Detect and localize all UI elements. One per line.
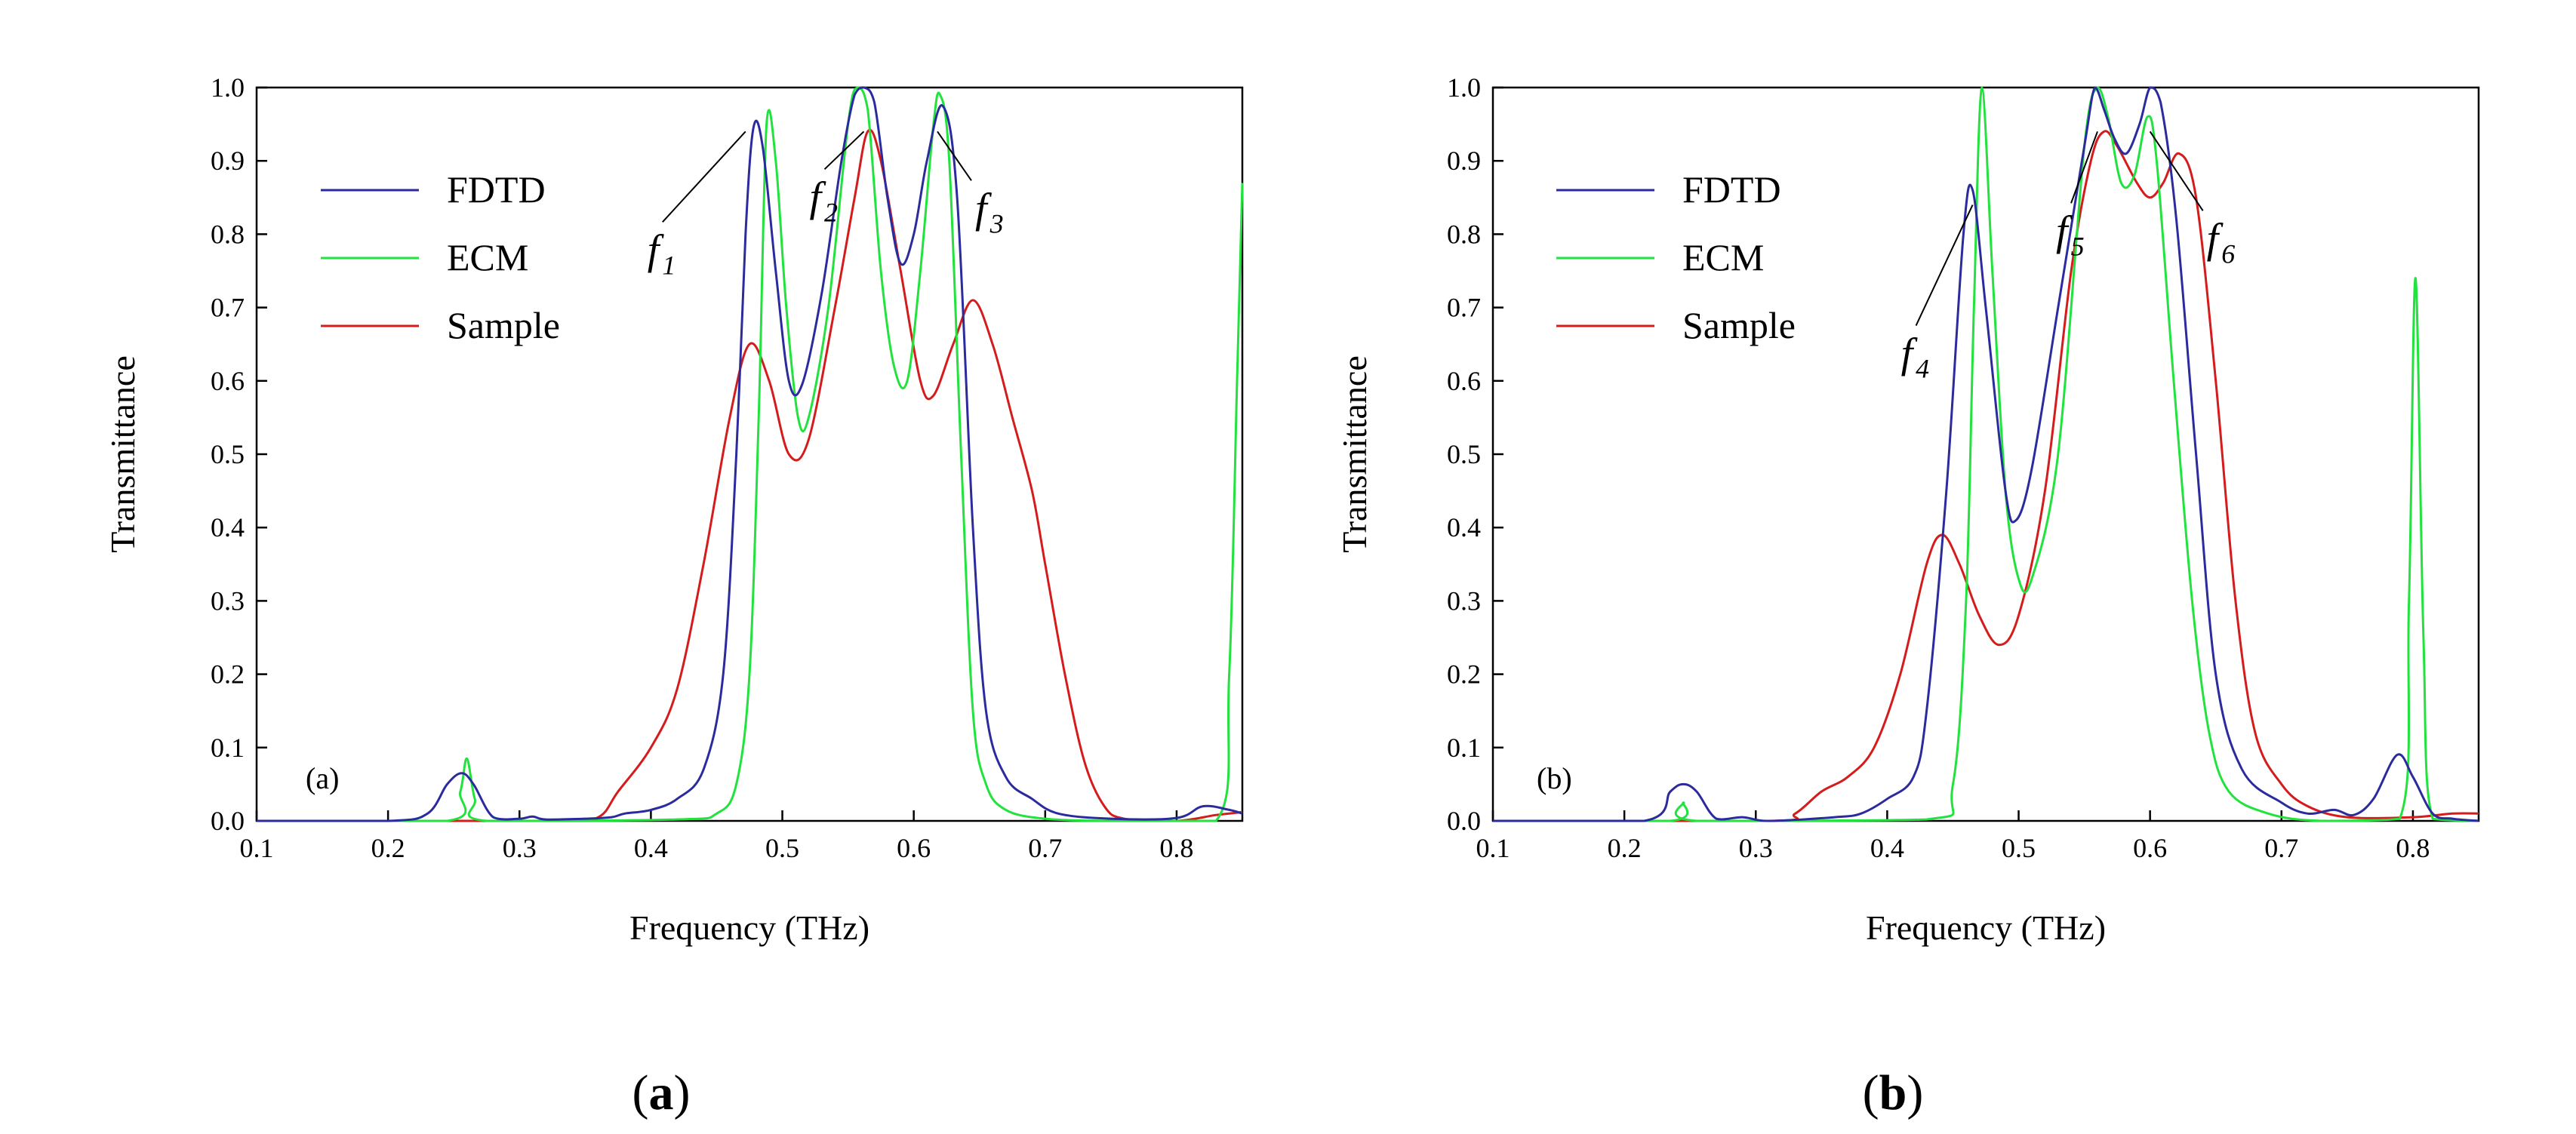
y-tick-label-a-10: 1.0 [211, 72, 245, 103]
plot-frame-b [1491, 86, 2480, 822]
panel-a: 0.1 0.2 0.3 0.4 0.5 0.6 0.7 0.8 0.00.10.20.30.4… [103, 72, 1244, 1120]
y-tick-label-a-4: 0.4 [211, 512, 245, 542]
annotation-subscript-a-2: 3 [989, 208, 1004, 238]
y-axis-b: 0.0 0.1 0.2 0.3 0.4 0.5 0.6 0.7 0.8 0.9 1.0 [1447, 72, 1503, 836]
x-axis-title-b: Frequency (THz) [1866, 908, 2106, 947]
y-tick-label-b-8: 0.8 [1447, 219, 1481, 249]
legend-label-sample-b: Sample [1682, 304, 1796, 346]
caption-a: (a) [632, 1065, 691, 1120]
x-tick-label-b-5: 0.6 [2133, 833, 2167, 863]
y-tick-label-a-9: 0.9 [211, 146, 245, 176]
annotation-leader-b-0 [1915, 204, 1974, 326]
legend-label-ecm-a: ECM [447, 236, 528, 278]
y-tick-label-b-5: 0.5 [1447, 439, 1481, 469]
x-axis-b: 0.1 0.2 0.3 0.4 0.5 0.6 0.7 0.8 [1476, 810, 2430, 863]
x-tick-label-a-6: 0.7 [1028, 833, 1062, 863]
panel-tag-b: (b) [1537, 761, 1572, 795]
x-tick-label-a-0: 0.1 [240, 833, 274, 863]
y-tick-label-b-3: 0.3 [1447, 585, 1481, 616]
panel-b: 0.1 0.2 0.3 0.4 0.5 0.6 0.7 0.8 0.00.10.20.30.4… [1335, 72, 2480, 1120]
x-tick-label-b-4: 0.5 [2002, 833, 2036, 863]
legend-label-sample-a: Sample [447, 304, 560, 346]
legend-label-fdtd-b: FDTD [1682, 168, 1781, 211]
y-axis-title-a: Transmittance [103, 355, 142, 553]
y-tick-label-b-4: 0.4 [1447, 512, 1481, 542]
series-line-fdtd-a [257, 86, 1243, 822]
y-axis-a: 0.0 0.1 0.2 0.3 0.4 0.5 0.6 0.7 0.8 0.9 1.0 [211, 72, 267, 836]
y-axis-title-b: Transmittance [1335, 355, 1374, 553]
x-axis-title-a: Frequency (THz) [629, 908, 869, 947]
y-tick-label-a-8: 0.8 [211, 219, 245, 249]
caption-b: (b) [1863, 1065, 1924, 1120]
legend-label-fdtd-a: FDTD [447, 168, 546, 211]
legend-b: FDTD ECM Sample [1556, 168, 1796, 346]
series-group-a [257, 86, 1244, 822]
annotations-a: f 1 f 2 f 3 [648, 131, 1004, 280]
x-tick-label-b-1: 0.2 [1608, 833, 1642, 863]
annotation-leader-a-2 [937, 131, 972, 181]
plot-frame-a [255, 86, 1244, 822]
x-tick-label-a-5: 0.6 [897, 833, 931, 863]
y-tick-label-b-7: 0.7 [1447, 293, 1481, 323]
series-line-sample-b [1493, 130, 2479, 822]
series-line-fdtd-b [1493, 86, 2479, 822]
y-tick-label-b-2: 0.2 [1447, 659, 1481, 690]
y-tick-label-b-9: 0.9 [1447, 146, 1481, 176]
series-line-ecm-b [1493, 86, 2479, 822]
x-tick-label-a-1: 0.2 [371, 833, 405, 863]
annotation-subscript-b-1: 5 [2071, 231, 2085, 261]
x-tick-label-b-2: 0.3 [1739, 833, 1773, 863]
y-tick-label-a-3: 0.3 [211, 585, 245, 616]
annotation-leader-a-1 [823, 131, 865, 171]
y-tick-label-a-6: 0.6 [211, 366, 245, 396]
y-tick-label-b-10: 1.0 [1447, 72, 1481, 103]
series-line-ecm-a [257, 86, 1244, 822]
x-tick-label-b-6: 0.7 [2264, 833, 2298, 863]
y-tick-label-a-5: 0.5 [211, 439, 245, 469]
series-group-b [1493, 86, 2479, 822]
y-tick-label-b-6: 0.6 [1447, 366, 1481, 396]
y-tick-label-a-2: 0.2 [211, 659, 245, 690]
annotation-leader-a-0 [662, 131, 746, 223]
x-tick-label-a-2: 0.3 [503, 833, 537, 863]
legend-a: FDTD ECM Sample [321, 168, 560, 346]
annotation-subscript-b-2: 6 [2221, 238, 2235, 269]
x-tick-label-b-7: 0.8 [2396, 833, 2430, 863]
x-tick-label-a-4: 0.5 [765, 833, 799, 863]
annotation-subscript-a-0: 1 [662, 250, 676, 280]
x-axis-a: 0.1 0.2 0.3 0.4 0.5 0.6 0.7 0.8 [240, 810, 1193, 863]
x-tick-label-a-7: 0.8 [1159, 833, 1193, 863]
y-tick-label-a-7: 0.7 [211, 293, 245, 323]
series-line-sample-a [257, 128, 1243, 822]
x-tick-label-b-3: 0.4 [1870, 833, 1904, 863]
annotation-leader-b-1 [2070, 131, 2098, 204]
y-tick-label-b-0: 0.0 [1447, 806, 1481, 836]
y-tick-label-b-1: 0.1 [1447, 733, 1481, 763]
x-tick-label-b-0: 0.1 [1476, 833, 1510, 863]
legend-label-ecm-b: ECM [1682, 236, 1764, 278]
annotation-subscript-b-0: 4 [1916, 354, 1929, 384]
annotation-leader-b-2 [2149, 131, 2204, 211]
annotation-subscript-a-1: 2 [824, 197, 838, 227]
panel-tag-a: (a) [306, 761, 339, 795]
y-tick-label-a-1: 0.1 [211, 733, 245, 763]
y-tick-label-a-0: 0.0 [211, 806, 245, 836]
x-tick-label-a-3: 0.4 [634, 833, 668, 863]
